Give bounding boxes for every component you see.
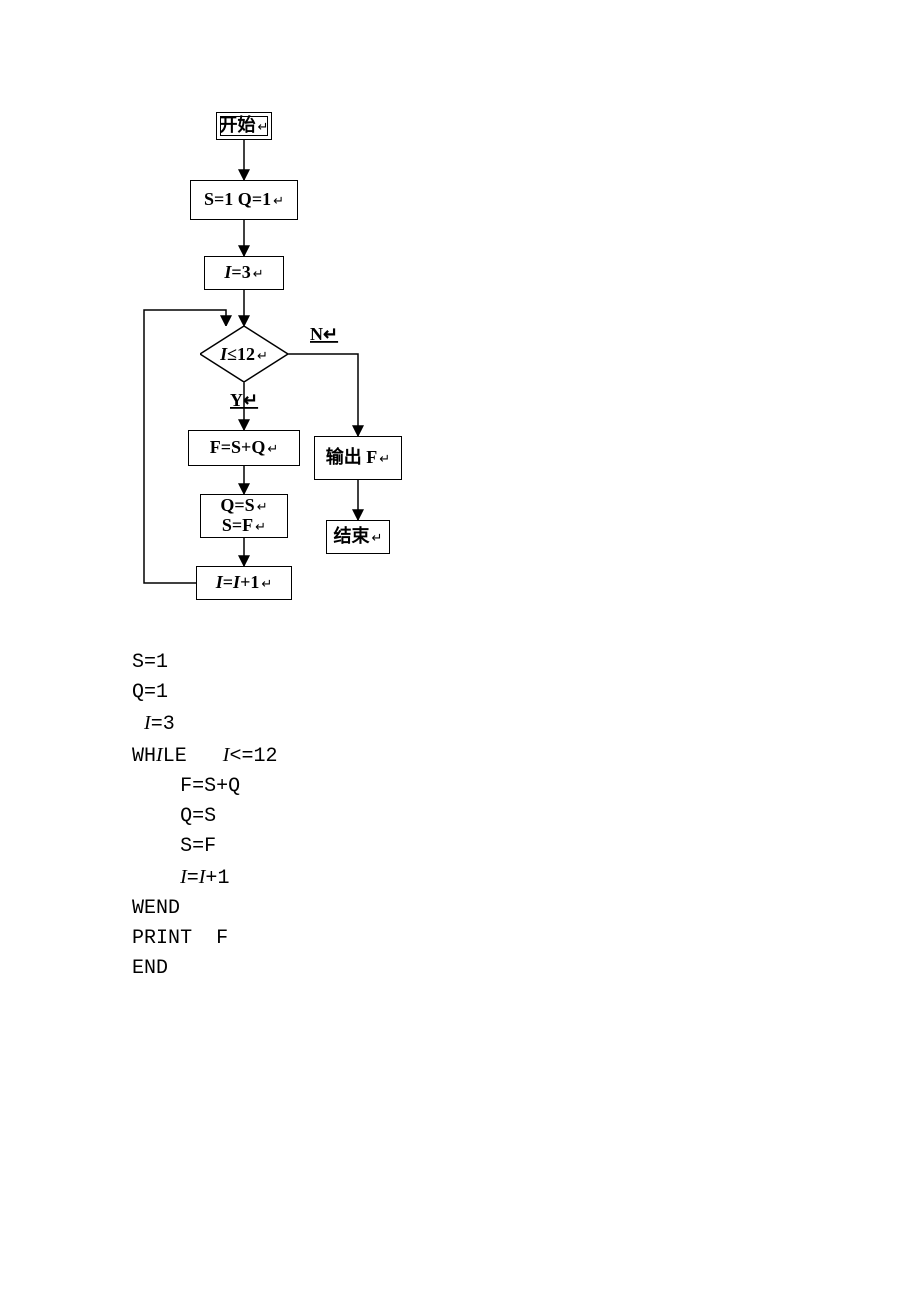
edge-cond-out [288, 354, 358, 436]
node-label-init1: S=1 Q=1↵ [204, 190, 284, 210]
node-label-init2: I=3↵ [224, 263, 263, 283]
code-line-1: Q=1 [132, 678, 278, 708]
node-label-cond: I≤12↵ [220, 344, 268, 365]
node-out: 输出 F↵ [314, 436, 402, 480]
node-end: 结束↵ [326, 520, 390, 554]
node-label-end: 结束↵ [334, 527, 383, 547]
edge-label-N: N↵ [310, 324, 338, 344]
code-line-3: WHILE I<=12 [132, 740, 278, 772]
code-line-7: I=I+1 [132, 862, 278, 894]
node-label-start: 开始↵ [220, 116, 269, 136]
node-init1: S=1 Q=1↵ [190, 180, 298, 220]
code-line-6: S=F [132, 832, 278, 862]
code-line-9: PRINT F [132, 924, 278, 954]
node-start: 开始↵ [216, 112, 272, 140]
code-line-8: WEND [132, 894, 278, 924]
node-init2: I=3↵ [204, 256, 284, 290]
edge-label-Y: Y↵ [230, 390, 258, 410]
node-cond: I≤12↵ [200, 326, 288, 382]
node-label-out: 输出 F↵ [326, 448, 390, 468]
code-line-4: F=S+Q [132, 772, 278, 802]
code-line-0: S=1 [132, 648, 278, 678]
page-canvas: Y↵ N↵ 开始↵ S=1 Q=1↵ I=3↵ I≤12↵ F=S+Q↵ Q=S↵S=F↵ I=… [0, 0, 920, 1302]
node-body2: Q=S↵S=F↵ [200, 494, 288, 538]
code-line-5: Q=S [132, 802, 278, 832]
node-body1: F=S+Q↵ [188, 430, 300, 466]
pseudocode-block: S=1Q=1 I=3WHILE I<=12 F=S+Q Q=S S=F I=I+… [132, 648, 278, 984]
node-label-body3: I=I+1↵ [216, 573, 272, 593]
node-label-body1: F=S+Q↵ [210, 438, 278, 458]
node-label-body2: Q=S↵S=F↵ [220, 496, 267, 536]
code-line-2: I=3 [132, 708, 278, 740]
code-line-10: END [132, 954, 278, 984]
node-body3: I=I+1↵ [196, 566, 292, 600]
